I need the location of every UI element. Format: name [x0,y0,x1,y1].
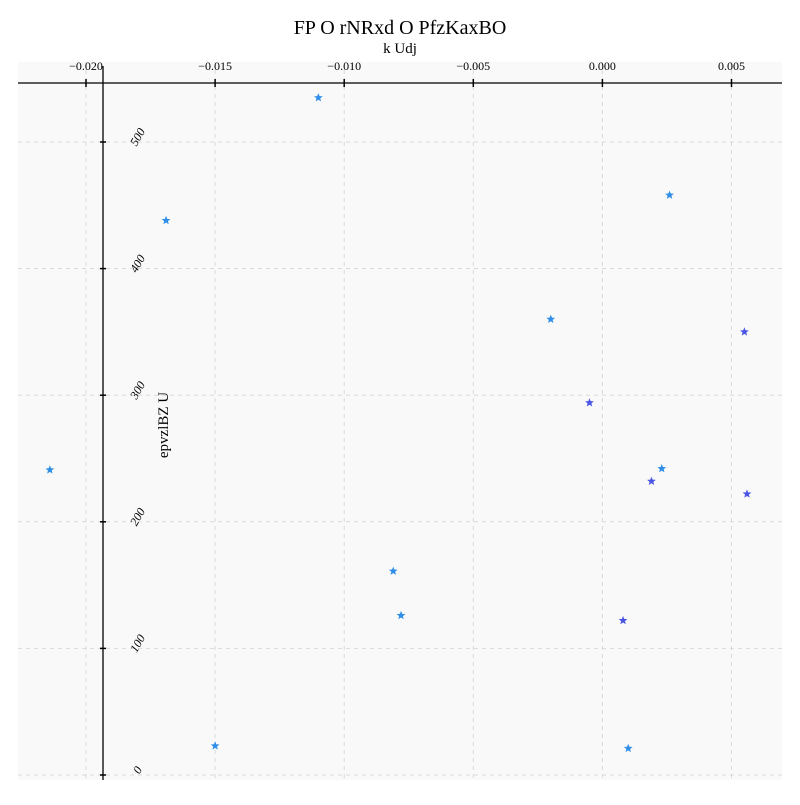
data-point [623,743,633,753]
plot-background [18,62,782,780]
x-tick-label: −0.010 [327,59,361,73]
data-point [546,314,556,323]
axes: −0.020 −0.015 −0.010 −0.005 0.000 0.005010020… [18,59,782,780]
data-points [45,93,752,753]
x-tick-label: −0.005 [456,59,490,73]
data-point [210,741,220,750]
data-point [740,327,749,336]
x-tick-label: −0.015 [198,59,232,73]
data-point [618,615,628,625]
y-axis-label: epvzlBZ U [156,392,172,458]
x-tick-label: 0.005 [718,59,745,73]
data-point [396,610,406,620]
chart-title: FP O rNRxd O PfzKaxBO [294,17,507,39]
x-axis-label: k Udj [383,41,417,57]
data-point [657,464,667,473]
data-point [742,489,752,498]
x-tick-label: −0.020 [69,59,103,73]
data-point [665,190,674,199]
data-point [314,93,323,102]
data-point [585,398,594,407]
data-point [45,465,55,474]
data-point [161,215,171,225]
data-point [647,476,656,486]
x-tick-label: 0.000 [589,59,616,73]
data-point [388,566,398,575]
